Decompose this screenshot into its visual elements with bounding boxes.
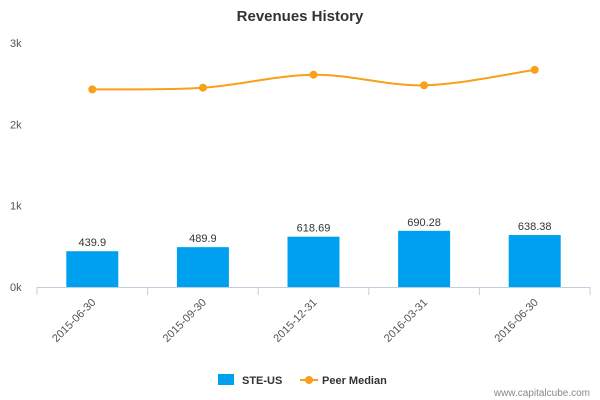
peer-median-point-2015-06-30 xyxy=(88,85,97,94)
bar-value-label: 638.38 xyxy=(518,221,552,233)
x-tick-label: 2015-12-31 xyxy=(271,297,319,345)
legend-label-ste-us: STE-US xyxy=(242,375,282,387)
legend-swatch-ste-us xyxy=(218,374,234,385)
legend: STE-US Peer Median xyxy=(218,374,387,387)
x-tick-label: 2016-03-31 xyxy=(382,297,430,345)
y-tick-label: 1k xyxy=(10,201,22,213)
peer-median-point-2016-06-30 xyxy=(530,65,539,74)
line-series xyxy=(88,65,539,94)
bar-2015-09-30 xyxy=(176,247,229,287)
x-tick-label: 2015-09-30 xyxy=(161,297,209,345)
x-tick-label: 2016-06-30 xyxy=(493,297,541,345)
bar-2015-06-30 xyxy=(66,251,119,287)
bar-series xyxy=(66,230,561,287)
chart-title: Revenues History xyxy=(237,8,364,25)
y-tick-label: 3k xyxy=(10,38,22,50)
peer-median-point-2016-03-31 xyxy=(420,81,429,90)
legend-label-peer-median: Peer Median xyxy=(322,375,387,387)
y-axis-ticks: 0k 1k 2k 3k xyxy=(10,38,22,294)
legend-marker-peer-median xyxy=(305,376,313,384)
x-axis xyxy=(36,287,591,295)
bar-2016-06-30 xyxy=(508,235,561,287)
peer-median-point-2015-12-31 xyxy=(309,70,318,79)
bar-data-labels: 439.9 489.9 618.69 690.28 638.38 xyxy=(79,217,552,249)
bar-value-label: 618.69 xyxy=(297,223,331,235)
y-tick-label: 0k xyxy=(10,282,22,294)
bar-value-label: 439.9 xyxy=(79,237,107,249)
bar-value-label: 489.9 xyxy=(189,233,217,245)
bar-2016-03-31 xyxy=(398,230,451,287)
watermark: www.capitalcube.com xyxy=(493,388,590,399)
bar-value-label: 690.28 xyxy=(407,217,441,229)
peer-median-point-2015-09-30 xyxy=(198,83,207,92)
x-axis-ticks: 2015-06-30 2015-09-30 2015-12-31 2016-03-31… xyxy=(50,297,541,345)
bar-2015-12-31 xyxy=(287,236,340,287)
x-tick-label: 2015-06-30 xyxy=(50,297,98,345)
y-tick-label: 2k xyxy=(10,119,22,131)
